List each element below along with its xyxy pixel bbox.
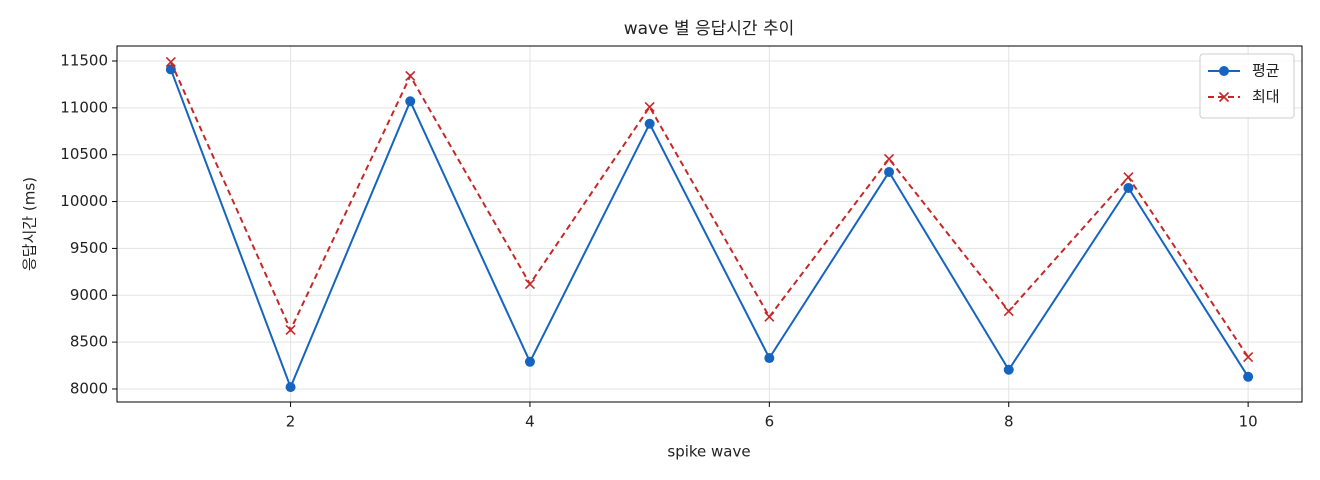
marker [764,311,775,322]
y-tick-label: 8500 [70,333,108,351]
legend-label: 평균 [1252,62,1280,80]
x-axis-label: spike wave [667,443,750,461]
marker [285,324,296,336]
y-tick-label: 11000 [60,98,108,116]
marker [1003,364,1014,375]
marker [764,353,775,364]
marker [1243,352,1254,363]
chart-title: wave 별 응답시간 추이 [624,19,795,39]
series-line [169,69,1249,390]
y-tick-label: 10500 [60,145,108,163]
legend-marker [1219,66,1229,76]
marker [524,278,536,290]
x-tick-label: 2 [286,413,296,431]
marker [405,70,416,82]
marker [644,101,655,112]
x-tick-label: 6 [765,413,775,431]
marker [883,153,895,164]
y-tick-label: 9500 [70,239,108,257]
marker [1123,172,1134,183]
marker [1243,371,1254,382]
marker [1123,182,1134,193]
legend-label: 최대 [1252,88,1280,106]
marker [165,56,176,67]
marker [1003,306,1014,317]
marker [285,382,296,393]
legend-box [1199,53,1295,119]
y-tick-label: 10000 [60,192,108,210]
y-tick-label: 11500 [60,51,108,69]
marker [644,118,655,129]
marker [524,356,535,367]
y-tick-label: 8000 [70,379,108,397]
marker [884,167,895,178]
series-line [169,61,1249,358]
legend-marker [1218,91,1230,103]
marker [405,96,416,107]
y-tick-label: 9000 [70,286,108,304]
y-axis-label: 응답시간 (ms) [21,177,39,271]
x-tick-label: 4 [525,413,535,431]
plot-frame [116,45,1303,403]
x-tick-label: 8 [1004,413,1014,431]
x-tick-label: 10 [1239,413,1258,431]
